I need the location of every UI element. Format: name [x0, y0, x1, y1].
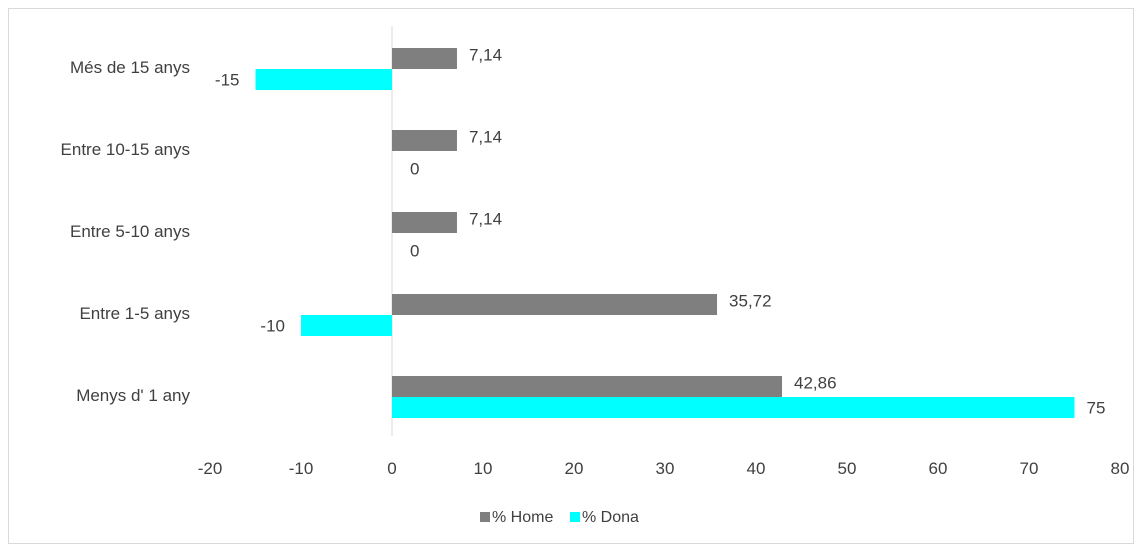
- data-label: -10: [260, 317, 285, 336]
- data-label: 0: [410, 160, 419, 179]
- x-tick-label: 30: [656, 459, 675, 478]
- x-tick-label: 50: [838, 459, 857, 478]
- data-label: 7,14: [469, 128, 502, 147]
- chart-frame: [8, 8, 1134, 544]
- x-tick-label: 70: [1020, 459, 1039, 478]
- bar: [255, 69, 392, 90]
- legend-label: % Dona: [582, 509, 639, 526]
- category-label: Més de 15 anys: [70, 58, 190, 77]
- bar: [301, 315, 392, 336]
- data-label: 7,14: [469, 210, 502, 229]
- category-label: Entre 1-5 anys: [79, 304, 190, 323]
- data-label: -15: [215, 71, 240, 90]
- x-tick-label: 10: [474, 459, 493, 478]
- bar: [392, 212, 457, 233]
- x-tick-label: 0: [387, 459, 396, 478]
- data-label: 42,86: [794, 374, 837, 393]
- x-tick-label: -20: [198, 459, 223, 478]
- x-tick-label: -10: [289, 459, 314, 478]
- bar: [392, 397, 1075, 418]
- legend-swatch: [570, 512, 580, 522]
- x-tick-label: 20: [565, 459, 584, 478]
- bar: [392, 130, 457, 151]
- category-label: Menys d' 1 any: [76, 386, 190, 405]
- data-label: 75: [1087, 399, 1106, 418]
- bar: [392, 294, 718, 315]
- category-label: Entre 5-10 anys: [70, 222, 190, 241]
- data-label: 35,72: [729, 292, 772, 311]
- legend-swatch: [480, 512, 490, 522]
- data-label: 7,14: [469, 46, 502, 65]
- x-tick-label: 40: [747, 459, 766, 478]
- bar: [392, 48, 457, 69]
- bar: [392, 376, 783, 397]
- category-label: Entre 10-15 anys: [61, 140, 190, 159]
- x-tick-label: 80: [1111, 459, 1130, 478]
- data-label: 0: [410, 242, 419, 261]
- x-tick-label: 60: [929, 459, 948, 478]
- legend-label: % Home: [492, 509, 553, 526]
